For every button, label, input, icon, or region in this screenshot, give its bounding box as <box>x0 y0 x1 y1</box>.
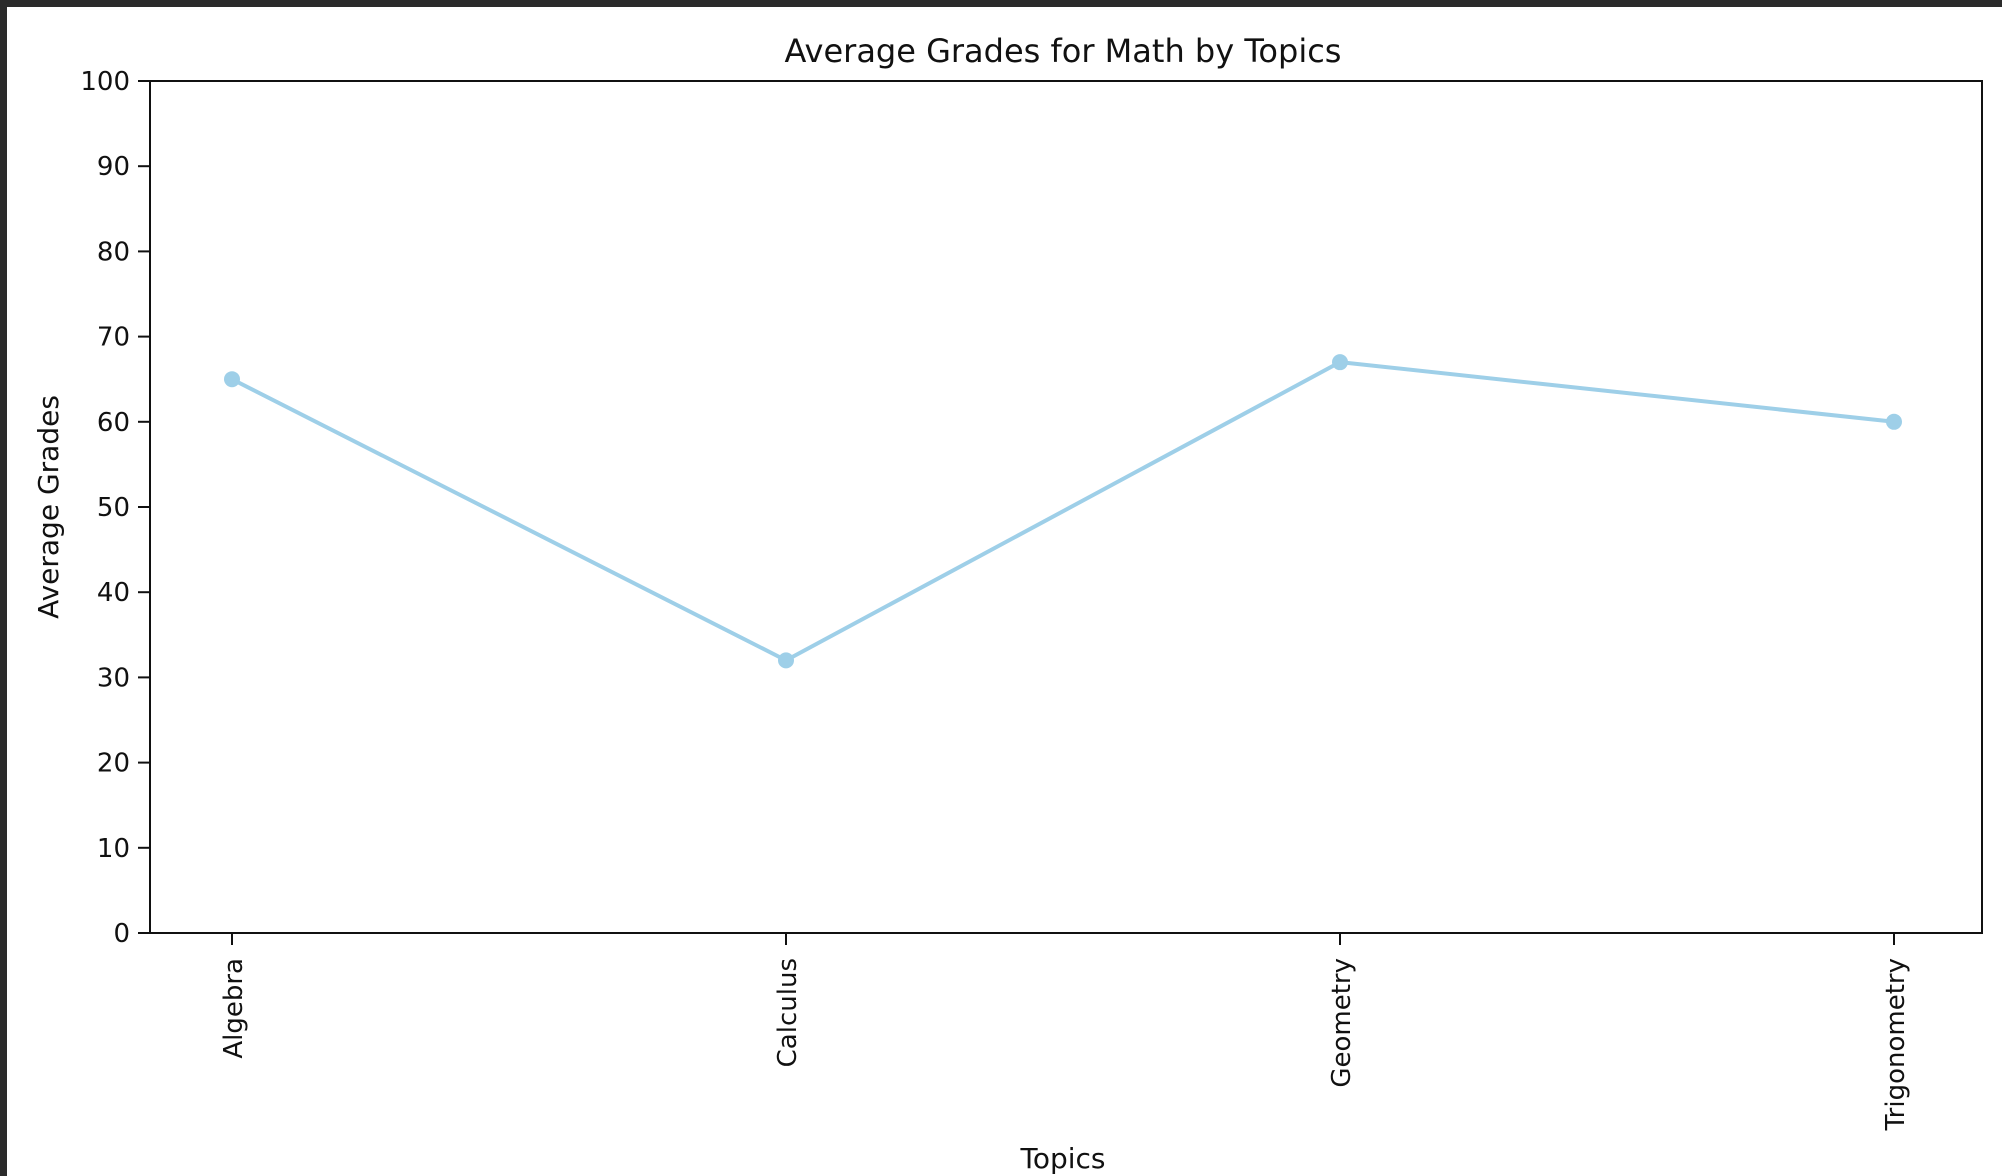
x-tick-label: Trigonometry <box>1881 958 1911 1131</box>
y-tick-label: 40 <box>97 578 130 608</box>
y-tick-label: 20 <box>97 749 130 779</box>
y-axis: 0 10 20 30 40 50 60 70 80 90 100 <box>80 67 150 949</box>
plot-area <box>149 80 1983 934</box>
x-tick-label: Calculus <box>773 958 803 1067</box>
y-tick-label: 0 <box>113 919 130 949</box>
y-tick-label: 70 <box>97 323 130 353</box>
data-point-algebra <box>224 371 240 388</box>
y-tick-label: 100 <box>80 67 130 97</box>
y-tick-label: 80 <box>97 237 130 267</box>
y-tick-label: 60 <box>97 408 130 438</box>
x-axis-label: Topics <box>1019 1142 1105 1175</box>
y-tick-label: 10 <box>97 834 130 864</box>
x-tick-label: Algebra <box>219 958 249 1059</box>
series-line <box>231 360 1895 663</box>
data-point-geometry <box>1332 354 1348 371</box>
series-layer <box>224 354 1902 669</box>
chart-title: Average Grades for Math by Topics <box>785 32 1342 70</box>
data-point-calculus <box>778 652 794 669</box>
window-border-left <box>0 0 7 1176</box>
x-tick-label: Geometry <box>1327 958 1357 1088</box>
data-point-trigonometry <box>1886 413 1902 430</box>
y-axis-label: Average Grades <box>32 395 65 619</box>
y-tick-label: 30 <box>97 663 130 693</box>
y-tick-label: 90 <box>97 152 130 182</box>
x-axis: Algebra Calculus Geometry Trigonometry <box>219 933 1911 1131</box>
y-tick-label: 50 <box>97 493 130 523</box>
window-border-top <box>0 0 2002 7</box>
